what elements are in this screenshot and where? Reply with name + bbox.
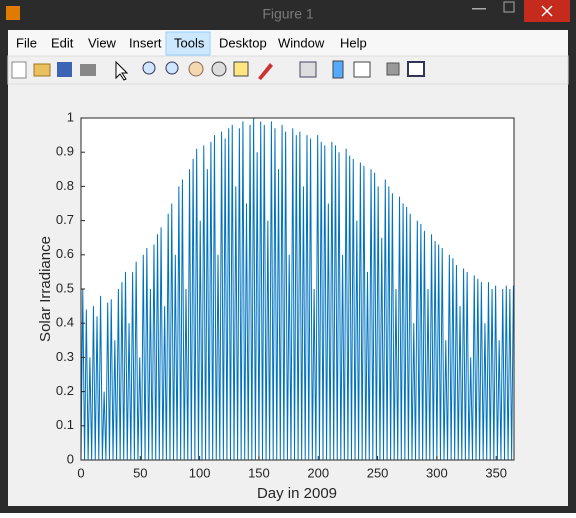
menu-bar [8,30,568,56]
rotate-icon[interactable] [211,61,227,77]
toolbar [7,55,569,85]
open-icon[interactable] [33,63,51,77]
colorbar-icon[interactable] [332,60,344,79]
brush-icon[interactable] [258,63,273,80]
axes-box [80,117,515,461]
menu-items: File Edit View Insert Tools Desktop Window Help [16,35,367,50]
menu-item[interactable]: Edit [51,35,74,50]
y-tick-label: 1 [67,109,74,124]
x-tick-label: 0 [77,465,84,480]
x-tick-label: 300 [426,465,448,480]
y-tick-label: 0.3 [56,349,74,364]
y-axis-label: Solar Irradiance [37,236,54,342]
save-icon[interactable] [57,62,72,77]
zoom-out-icon[interactable] [165,61,179,75]
x-tick-label: 250 [367,465,389,480]
datacursor-icon[interactable] [233,61,249,77]
menu-item[interactable]: Help [340,35,367,50]
y-tick-label: 0.2 [56,383,74,398]
y-tick-label: 0.1 [56,417,74,432]
x-tick-label: 200 [307,465,329,480]
minimize-button[interactable] [472,8,486,10]
toolbar-icons [11,60,425,81]
link-icon[interactable] [299,61,317,78]
x-tick-label: 350 [485,465,507,480]
menu-item[interactable]: File [16,35,37,50]
y-tick-label: 0.6 [56,246,74,261]
print-icon[interactable] [80,64,96,76]
menu-item[interactable]: Desktop [219,35,267,50]
new-icon[interactable] [11,61,27,79]
menu-item[interactable]: Tools [174,35,205,50]
menu-item[interactable]: Insert [129,35,162,50]
menu-highlight [165,31,211,56]
maximize-button[interactable] [503,1,515,13]
x-tick-label: 100 [189,465,211,480]
menu-item[interactable]: View [88,35,117,50]
y-tick-label: 0.9 [56,144,74,159]
x-tick-label: 50 [133,465,147,480]
y-tick-label: 0.4 [56,315,74,330]
y-tick-label: 0.8 [56,178,74,193]
app-icon [6,6,20,20]
data-line [80,117,514,461]
x-tick-label: 150 [248,465,270,480]
menu-item[interactable]: Window [278,35,325,50]
hide-tools-icon[interactable] [386,62,400,76]
plot-area: 0 0.1 0.2 0.3 0.4 0.5 0.6 0.7 0.8 0.9 1 0 50 100 150 20… [56,109,514,480]
y-tick-label: 0.5 [56,280,74,295]
y-tick-label: 0 [67,451,74,466]
x-axis-label: Day in 2009 [257,485,337,502]
close-icon [541,5,553,17]
window-title: Figure 1 [262,6,314,22]
y-tick-label: 0.7 [56,212,74,227]
legend-icon[interactable] [353,61,371,78]
show-tools-icon[interactable] [407,61,425,77]
pan-icon[interactable] [188,61,204,77]
pointer-icon[interactable] [115,60,129,81]
zoom-in-icon[interactable] [142,61,156,75]
